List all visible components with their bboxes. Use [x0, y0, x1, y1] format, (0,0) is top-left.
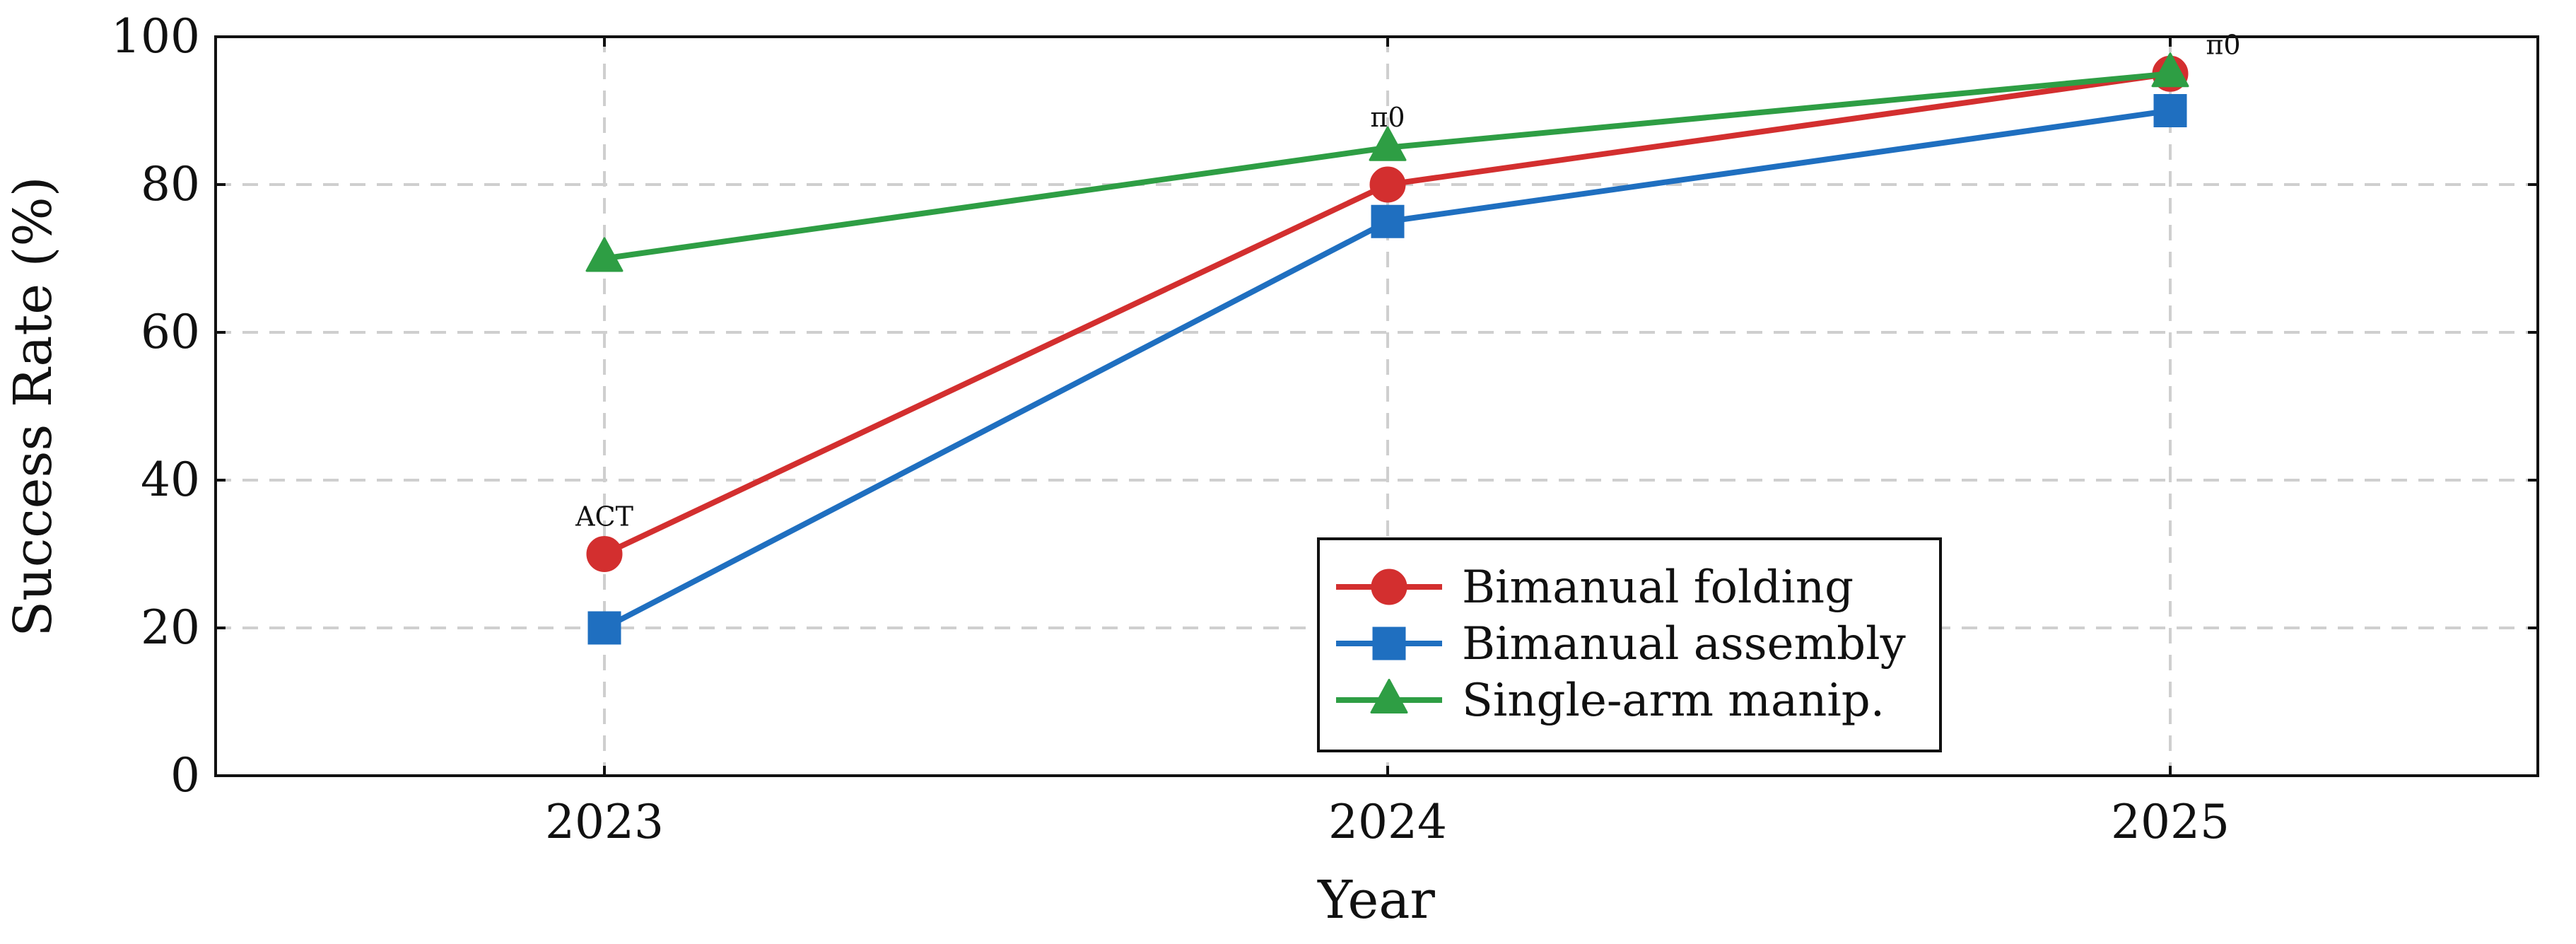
data-point-single-arm-manip	[1369, 126, 1407, 161]
y-tick-label: 80	[141, 157, 200, 211]
plot-frame	[214, 35, 2539, 777]
legend-marker	[1371, 569, 1407, 605]
data-point-single-arm-manip	[2151, 52, 2189, 88]
x-axis: 2023 2024 2025	[545, 37, 2230, 849]
series-layer	[585, 52, 2189, 645]
data-point-bimanual-folding	[586, 536, 623, 572]
legend-label: Single-arm manip.	[1462, 675, 1885, 727]
y-tick-label: 20	[141, 600, 200, 655]
x-tick-label: 2025	[2111, 795, 2230, 849]
legend-marker	[1372, 627, 1406, 660]
legend-label: Bimanual assembly	[1462, 618, 1906, 670]
legend-item-bimanual-assembly: Bimanual assembly	[1336, 618, 1906, 670]
y-tick-label: 40	[141, 453, 200, 507]
legend-item-single-arm-manip: Single-arm manip.	[1336, 675, 1885, 727]
annotation-layer: ACT π0 π0	[575, 29, 2241, 532]
legend-item-bimanual-folding: Bimanual folding	[1336, 561, 1854, 614]
annotation-label: π0	[1370, 102, 1405, 133]
y-tick-label: 100	[111, 9, 200, 64]
series-single-arm-manip	[585, 52, 2189, 272]
annotation-label: ACT	[575, 501, 633, 532]
data-point-bimanual-assembly	[587, 611, 621, 645]
y-axis: 0 20 40 60 80 100	[111, 9, 2538, 803]
x-axis-title: Year	[1317, 870, 1435, 931]
legend-label: Bimanual folding	[1462, 561, 1854, 614]
legend-marker	[1370, 678, 1408, 713]
y-axis-title: Success Rate (%)	[3, 176, 64, 636]
annotation-label: π0	[2206, 29, 2240, 60]
data-point-bimanual-assembly	[1371, 204, 1405, 238]
y-tick-label: 60	[141, 305, 200, 359]
x-tick-label: 2023	[545, 795, 664, 849]
data-point-bimanual-assembly	[2153, 94, 2187, 127]
data-point-bimanual-folding	[1369, 166, 1406, 203]
x-tick-label: 2024	[1328, 795, 1447, 849]
y-tick-label: 0	[170, 748, 200, 803]
data-point-single-arm-manip	[585, 237, 623, 272]
series-bimanual-assembly	[587, 94, 2187, 645]
